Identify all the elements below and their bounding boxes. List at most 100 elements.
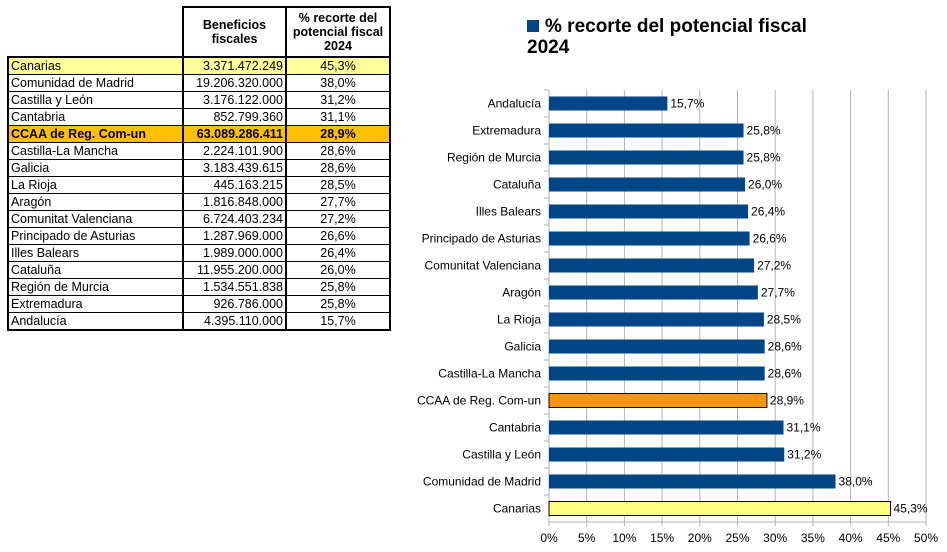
table-row: Comunidad de Madrid 19.206.320.000 38,0% [7,74,391,92]
row-name: Comunitat Valenciana [7,210,184,228]
row-name: Cantabria [7,108,184,126]
row-name: Extremadura [7,295,184,313]
row-name: Galicia [7,159,184,177]
category-label: Comunidad de Madrid [423,475,541,489]
bar [549,312,764,327]
category-label: Canarias [493,502,541,516]
bar [549,447,785,462]
table-row: Extremadura 926.786.000 25,8% [7,295,391,313]
row-pct: 28,5% [285,176,391,194]
row-pct: 28,9% [285,125,391,143]
bar [549,204,749,219]
value-label: 27,7% [761,286,795,300]
value-label: 27,2% [757,259,791,273]
blank-header [8,7,184,58]
value-label: 31,1% [786,421,820,435]
x-tick-label: 25% [725,531,749,545]
header-beneficios: Beneficios fiscales [182,6,287,58]
value-label: 25,8% [747,151,781,165]
row-pct: 26,6% [285,227,391,245]
x-tick-label: 50% [914,531,938,545]
row-pct: 38,0% [285,74,391,92]
category-label: Cataluña [493,178,541,192]
chart-title: % recorte del potencial fiscal [545,16,807,37]
value-label: 38,0% [839,475,873,489]
table-row: La Rioja 445.163.215 28,5% [7,176,391,194]
bar [549,150,744,165]
value-label: 28,9% [770,394,804,408]
x-tick-label: 10% [612,531,636,545]
category-label: Castilla-La Mancha [438,367,541,381]
x-tick-label: 30% [763,531,787,545]
bar [549,420,784,435]
x-tick-label: 40% [839,531,863,545]
bar [549,231,750,246]
legend-swatch [527,20,539,32]
row-value: 1.534.551.838 [182,278,287,296]
row-value: 63.089.286.411 [182,125,287,143]
category-label: Región de Murcia [447,151,541,165]
x-tick-label: 35% [801,531,825,545]
bar [549,474,836,489]
row-pct: 25,8% [285,295,391,313]
category-label: Illes Balears [476,205,541,219]
value-label: 26,6% [753,232,787,246]
bar [549,366,765,381]
row-pct: 15,7% [285,312,391,331]
table-row: Andalucía 4.395.110.000 15,7% [7,312,391,331]
row-value: 926.786.000 [182,295,287,313]
row-value: 11.955.200.000 [182,261,287,279]
table-row: Castilla y León 3.176.122.000 31,2% [7,91,391,109]
row-pct: 25,8% [285,278,391,296]
category-label: La Rioja [497,313,541,327]
row-value: 3.371.472.249 [182,56,287,75]
chart-title: 2024 [527,37,570,58]
row-pct: 26,4% [285,244,391,262]
row-name: Principado de Asturias [7,227,184,245]
row-name: Andalucía [7,312,184,331]
table-row: Castilla-La Mancha 2.224.101.900 28,6% [7,142,391,160]
table-row: Principado de Asturias 1.287.969.000 26,6% [7,227,391,245]
header-recorte: % recorte del potencial fiscal 2024 [285,6,391,58]
bar [548,393,768,408]
x-tick-label: 45% [876,531,900,545]
value-label: 31,2% [787,448,821,462]
value-label: 28,5% [767,313,801,327]
table-row: Comunitat Valenciana 6.724.403.234 27,2% [7,210,391,228]
category-label: Castilla y León [462,448,541,462]
category-label: Principado de Asturias [422,232,541,246]
row-pct: 45,3% [285,56,391,75]
bar [549,123,744,138]
value-label: 15,7% [670,97,704,111]
value-label: 25,8% [747,124,781,138]
table-row: Canarias 3.371.472.249 45,3% [7,56,391,75]
x-tick-label: 15% [650,531,674,545]
category-label: Extremadura [472,124,541,138]
x-tick-label: 5% [578,531,596,545]
row-name: Castilla y León [7,91,184,109]
bar [549,339,765,354]
row-name: Comunidad de Madrid [7,74,184,92]
value-label: 28,6% [768,367,802,381]
category-label: Comunitat Valenciana [424,259,541,273]
category-label: Andalucía [488,97,542,111]
value-label: 26,4% [751,205,785,219]
x-tick-label: 20% [688,531,712,545]
category-label: Galicia [504,340,541,354]
x-tick-label: 0% [540,531,558,545]
category-label: Cantabria [489,421,541,435]
row-value: 3.183.439.615 [182,159,287,177]
value-label: 28,6% [768,340,802,354]
data-table: Beneficios fiscales % recorte del potencia… [7,6,391,331]
bar [549,96,668,111]
bar [549,285,758,300]
bar [549,177,746,192]
value-label: 26,0% [748,178,782,192]
table-row: Cantabria 852.799.360 31,1% [7,108,391,126]
bar [549,258,755,273]
category-label: CCAA de Reg. Com-un [417,394,541,408]
value-label: 45,3% [894,502,928,516]
table-row: Galicia 3.183.439.615 28,6% [7,159,391,177]
category-label: Aragón [502,286,541,300]
